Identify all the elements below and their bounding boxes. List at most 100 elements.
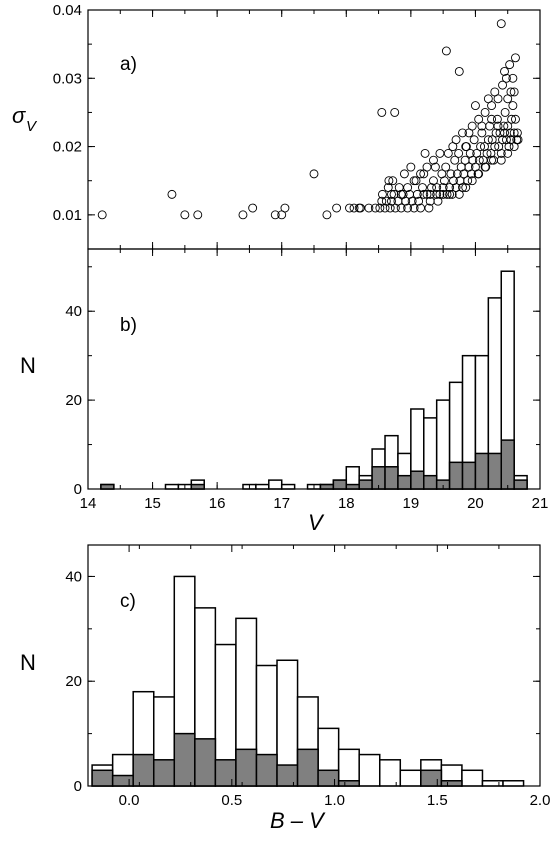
scatter-point bbox=[422, 162, 432, 172]
panel-c-xtick-label: 2.0 bbox=[530, 792, 551, 809]
scatter-point bbox=[508, 101, 518, 111]
scatter-point bbox=[420, 148, 430, 158]
panel-b-bar-total bbox=[435, 399, 451, 490]
panel-c-label: c) bbox=[120, 591, 136, 612]
scatter-point bbox=[487, 155, 497, 165]
panel-a-ticks: 0.01 0.02 0.03 0.04 bbox=[53, 2, 541, 249]
panel-b-bar-subset bbox=[500, 439, 515, 490]
scatter-point bbox=[496, 19, 506, 29]
panel-b-bar-subset bbox=[345, 483, 360, 490]
scatter-point bbox=[412, 189, 422, 199]
scatter-point bbox=[467, 169, 477, 179]
scatter-point bbox=[464, 128, 474, 138]
panel-c-bar-subset bbox=[276, 764, 299, 787]
scatter-point bbox=[512, 128, 522, 138]
panel-b-bar-total bbox=[164, 483, 180, 490]
scatter-point bbox=[403, 203, 413, 213]
scatter-point bbox=[349, 203, 359, 213]
scatter-point bbox=[270, 210, 280, 220]
scatter-point bbox=[406, 162, 416, 172]
panel-c-bar-subset bbox=[173, 732, 196, 787]
scatter-point bbox=[390, 107, 400, 117]
panel-c-bar-subset bbox=[152, 759, 176, 787]
panel-b-bar-subset bbox=[190, 483, 205, 490]
panel-b-ticks: 0 20 40 14 15 16 17 18 19 20 21 bbox=[65, 249, 548, 512]
scatter-point bbox=[435, 148, 445, 158]
scatter-point bbox=[248, 203, 258, 213]
scatter-point bbox=[496, 155, 506, 165]
scatter-point bbox=[492, 114, 502, 124]
scatter-point bbox=[409, 176, 419, 186]
scatter-point bbox=[496, 148, 506, 158]
panel-c-xtick-label: 0.5 bbox=[221, 792, 242, 809]
scatter-point bbox=[419, 189, 429, 199]
scatter-point bbox=[322, 210, 332, 220]
panel-b-histogram: 0 20 40 14 15 16 17 18 19 20 21 b) N V bbox=[20, 248, 548, 535]
scatter-point bbox=[332, 203, 342, 213]
scatter-point bbox=[503, 94, 513, 104]
scatter-point bbox=[167, 189, 177, 199]
panel-b-label: b) bbox=[120, 315, 137, 336]
scatter-point bbox=[454, 189, 464, 199]
scatter-point bbox=[450, 155, 460, 165]
scatter-point bbox=[387, 189, 396, 199]
scatter-point bbox=[500, 107, 510, 117]
scatter-point bbox=[511, 114, 520, 124]
scatter-point bbox=[503, 148, 513, 158]
panel-b-xtick-label: 21 bbox=[532, 495, 549, 512]
panel-b-bar-total bbox=[268, 479, 283, 490]
panel-c-bar-total bbox=[502, 780, 525, 787]
panel-b-bar-subset bbox=[384, 466, 399, 490]
scatter-point bbox=[509, 142, 519, 152]
scatter-point bbox=[500, 128, 509, 138]
scatter-point bbox=[388, 176, 398, 186]
scatter-point bbox=[490, 87, 500, 97]
scatter-point bbox=[504, 142, 514, 152]
panel-c-bar-subset bbox=[317, 769, 340, 787]
panel-c-bar-total bbox=[399, 769, 422, 787]
panel-b-bar-subset bbox=[397, 474, 412, 490]
panel-b-bar-subset bbox=[332, 479, 348, 490]
panel-b-bar-subset bbox=[513, 479, 528, 490]
scatter-point bbox=[409, 203, 419, 213]
scatter-point bbox=[454, 148, 464, 158]
scatter-point bbox=[438, 189, 448, 199]
panel-b-xtick-label: 17 bbox=[273, 495, 290, 512]
panel-c-bar-subset bbox=[296, 748, 319, 787]
panel-c-bar-subset bbox=[255, 753, 278, 787]
panel-a-ylabel-subscript: V bbox=[26, 118, 38, 135]
panel-c-ticks: 0 20 40 0.0 0.5 1.0 1.5 2.0 bbox=[65, 545, 550, 809]
scatter-point bbox=[483, 135, 493, 145]
panel-b-bar-subset bbox=[100, 483, 115, 490]
panel-a-ytick-label: 0.02 bbox=[53, 139, 82, 156]
scatter-point bbox=[401, 196, 411, 206]
panel-b-xtick-label: 19 bbox=[403, 495, 420, 512]
panel-c-bar-subset bbox=[420, 769, 443, 787]
panel-c-ytick-label: 20 bbox=[65, 673, 82, 690]
panel-b-bar-total bbox=[255, 483, 270, 490]
panel-b-ylabel: N bbox=[20, 353, 36, 378]
scatter-point bbox=[399, 169, 409, 179]
panel-c-xtick-label: 0.0 bbox=[119, 792, 140, 809]
scatter-point bbox=[507, 114, 517, 124]
panel-c-histogram: 0 20 40 0.0 0.5 1.0 1.5 2.0 c) N B – V bbox=[20, 544, 550, 833]
panel-b-bar-subset bbox=[487, 452, 503, 490]
scatter-point bbox=[97, 210, 107, 220]
panel-c-ylabel: N bbox=[20, 650, 36, 675]
scatter-point bbox=[433, 196, 443, 206]
scatter-point bbox=[377, 189, 387, 199]
panel-a-frame bbox=[87, 9, 541, 250]
scatter-point bbox=[509, 87, 519, 97]
scatter-point bbox=[407, 196, 417, 206]
panel-a-points bbox=[97, 19, 523, 220]
scatter-point bbox=[505, 60, 515, 70]
scatter-point bbox=[505, 128, 515, 138]
scatter-point bbox=[511, 53, 520, 63]
scatter-point bbox=[499, 121, 509, 131]
scatter-point bbox=[489, 155, 498, 165]
panel-c-ytick-label: 40 bbox=[65, 568, 82, 585]
scatter-point bbox=[454, 67, 464, 76]
scatter-point bbox=[439, 176, 449, 186]
panel-c-bars bbox=[91, 575, 525, 787]
